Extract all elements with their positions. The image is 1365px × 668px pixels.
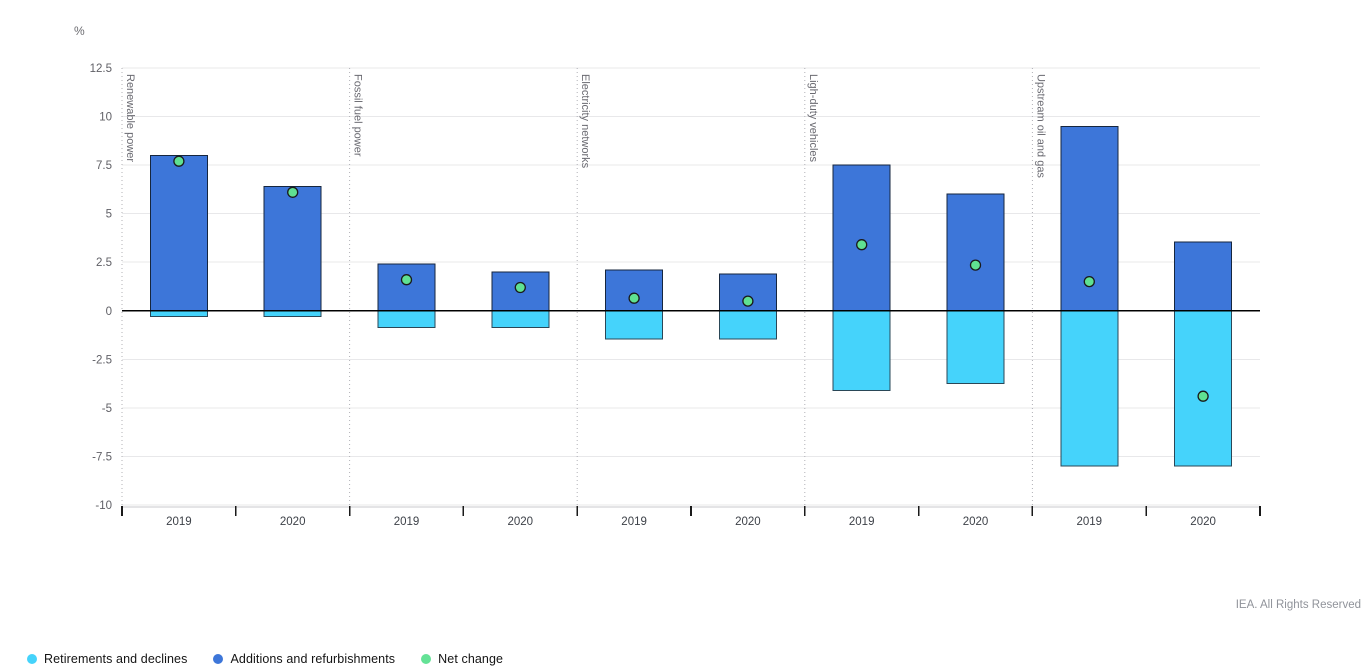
x-tick-label: 2020 xyxy=(280,516,306,528)
bar-additions[interactable] xyxy=(377,263,436,312)
net-change-point[interactable] xyxy=(742,295,754,307)
legend-item-net[interactable]: Net change xyxy=(421,652,503,666)
copyright-credit: IEA. All Rights Reserved xyxy=(1235,599,1361,611)
x-tick-label: 2020 xyxy=(1190,516,1216,528)
net-change-point[interactable] xyxy=(628,292,640,304)
group-label: Fossil fuel power xyxy=(352,74,364,157)
legend-dot-additions-icon xyxy=(213,654,224,664)
y-tick-label: 5 xyxy=(106,209,112,221)
legend-label: Additions and refurbishments xyxy=(230,652,396,666)
bar-retirements[interactable] xyxy=(1060,310,1119,467)
bar-retirements[interactable] xyxy=(1174,310,1233,467)
x-tick-label: 2019 xyxy=(1077,516,1103,528)
y-tick-label: 2.5 xyxy=(96,257,112,269)
bar-retirements[interactable] xyxy=(605,310,664,340)
y-tick-label: -2.5 xyxy=(92,354,112,366)
group-label: Renewable power xyxy=(124,74,136,162)
x-tick-label: 2019 xyxy=(621,516,647,528)
bar-retirements[interactable] xyxy=(263,310,322,318)
group-label: Upstream oil and gas xyxy=(1034,74,1046,178)
legend-dot-retirements-icon xyxy=(27,654,37,664)
bar-additions[interactable] xyxy=(491,271,550,312)
y-tick-label: 12.5 xyxy=(90,63,112,75)
stacked-bar-chart: 12.5 10 7.5 5 2.5 0 -2.5 -5 -7.5 -10 Renewable pow… xyxy=(90,63,1261,528)
legend-dot-net-icon xyxy=(421,654,432,664)
net-change-point[interactable] xyxy=(1083,275,1095,288)
x-tick-label: 2020 xyxy=(735,516,761,528)
group-label: Ligh-duty vehicles xyxy=(807,74,819,163)
x-tick-label: 2019 xyxy=(394,516,420,528)
net-change-point[interactable] xyxy=(400,274,413,286)
legend-item-additions[interactable]: Additions and refurbishments xyxy=(213,652,395,666)
bar-retirements[interactable] xyxy=(946,310,1005,385)
bar-additions[interactable] xyxy=(605,269,664,312)
bar-additions[interactable] xyxy=(263,186,322,312)
y-tick-label: -5 xyxy=(102,403,112,415)
chart-legend: Retirements and declines Additions and re… xyxy=(27,652,503,666)
legend-label: Net change xyxy=(438,652,504,666)
bar-additions[interactable] xyxy=(149,154,208,312)
x-tick-label: 2019 xyxy=(849,516,875,528)
bar-retirements[interactable] xyxy=(491,310,550,328)
x-tick-label: 2020 xyxy=(508,516,534,528)
bar-additions[interactable] xyxy=(832,164,891,312)
legend-label: Retirements and declines xyxy=(44,652,188,666)
y-tick-label: 0 xyxy=(106,306,112,318)
bar-additions[interactable] xyxy=(946,193,1005,312)
net-change-point[interactable] xyxy=(969,259,982,271)
net-change-point[interactable] xyxy=(856,239,868,251)
y-tick-label: -10 xyxy=(95,500,112,512)
bar-retirements[interactable] xyxy=(377,310,436,328)
net-change-point[interactable] xyxy=(514,281,526,294)
bar-retirements[interactable] xyxy=(832,310,891,391)
bar-retirements[interactable] xyxy=(149,310,208,318)
group-label: Electricity networks xyxy=(579,74,591,169)
legend-item-retirements[interactable]: Retirements and declines xyxy=(27,652,187,666)
net-change-point[interactable] xyxy=(173,155,185,167)
bar-retirements[interactable] xyxy=(718,310,777,340)
y-tick-label: 7.5 xyxy=(96,160,112,172)
x-tick-label: 2020 xyxy=(963,516,989,528)
net-change-point[interactable] xyxy=(1197,390,1209,402)
chart-svg: 12.5 10 7.5 5 2.5 0 -2.5 -5 -7.5 -10 Renewable pow… xyxy=(90,63,1261,528)
net-change-point[interactable] xyxy=(287,186,299,198)
bar-additions[interactable] xyxy=(1174,241,1233,312)
y-axis-unit-label: % xyxy=(74,24,85,38)
y-tick-label: -7.5 xyxy=(92,451,112,463)
x-tick-label: 2019 xyxy=(166,516,192,528)
y-tick-label: 10 xyxy=(99,112,112,124)
